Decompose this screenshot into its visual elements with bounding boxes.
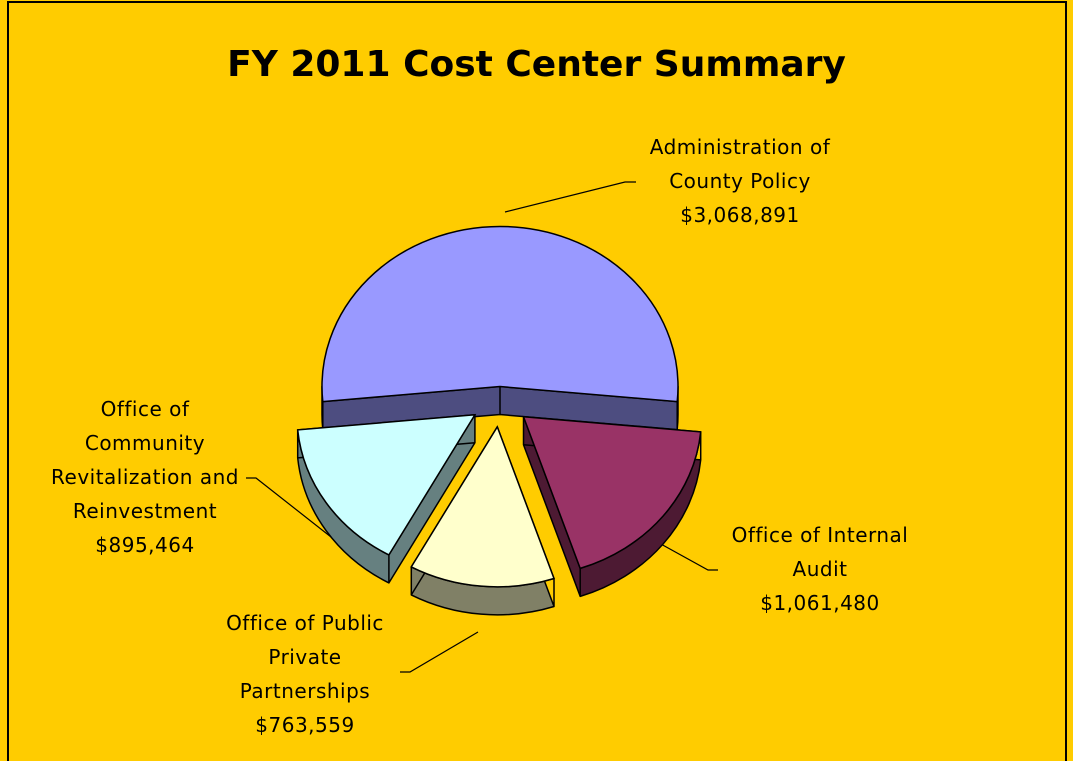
slice (410, 425, 555, 588)
label-name: Office of Public Private Partnerships (226, 611, 384, 703)
pie (296, 225, 702, 616)
slice-label: Office of Community Revitalization and R… (15, 392, 275, 562)
label-value: $895,464 (95, 533, 195, 557)
chart-title: FY 2011 Cost Center Summary (227, 44, 846, 85)
leader-line (400, 631, 479, 673)
label-name: Office of Internal Audit (731, 523, 909, 581)
label-name: Office of Community Revitalization and R… (51, 397, 239, 523)
leader-line (649, 537, 718, 571)
label-value: $1,061,480 (760, 591, 880, 615)
slice (296, 413, 477, 556)
label-value: $763,559 (255, 713, 355, 737)
slice (321, 225, 679, 403)
label-value: $3,068,891 (680, 203, 800, 227)
leader-line (504, 181, 636, 213)
leader-lines (246, 181, 718, 673)
slice-label: Office of Internal Audit $1,061,480 (690, 518, 950, 620)
leader-line (246, 477, 346, 549)
slice-label: Administration of County Policy $3,068,89… (610, 130, 870, 232)
slice-label: Office of Public Private Partnerships $76… (175, 606, 435, 742)
slice (522, 415, 702, 570)
label-name: Administration of County Policy (649, 135, 831, 193)
